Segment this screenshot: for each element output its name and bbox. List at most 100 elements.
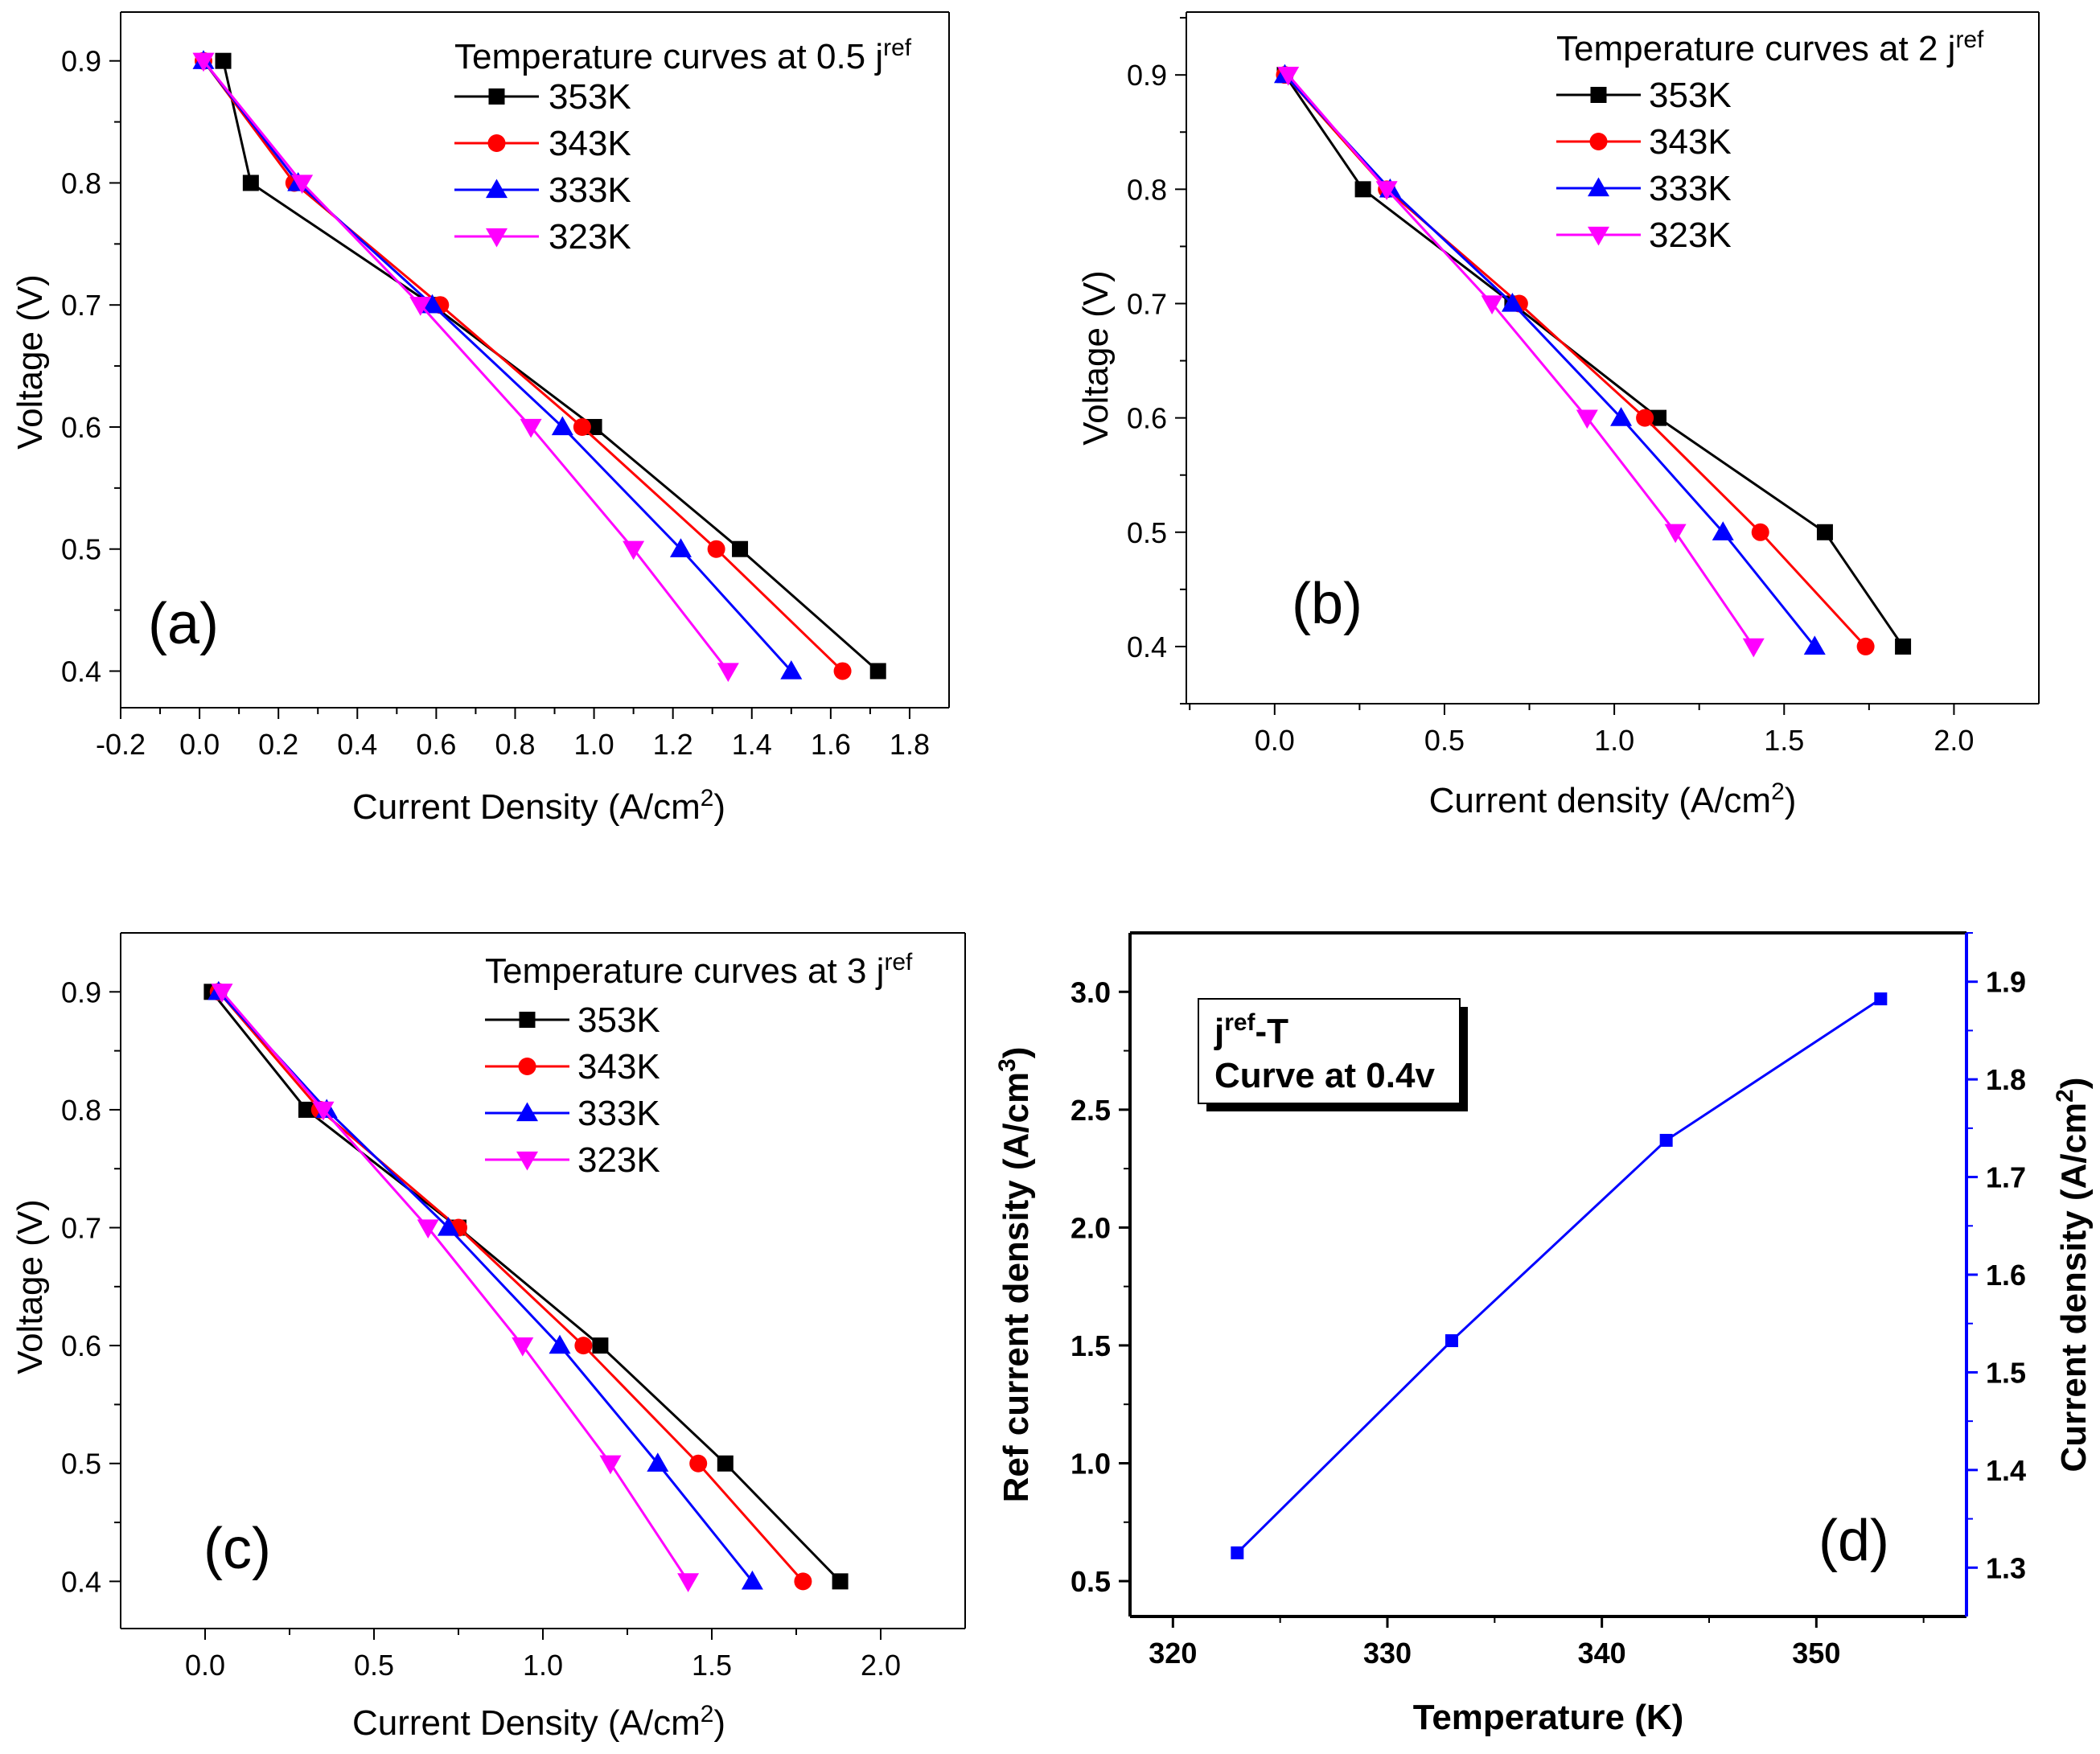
data-point (437, 1217, 459, 1236)
data-point (677, 1573, 700, 1592)
legend-title: Temperature curves at 2 jref (1556, 27, 1984, 69)
y-tick-label: 2.5 (1071, 1094, 1111, 1127)
data-point (1650, 409, 1667, 426)
y-tick-label: 1.5 (1071, 1329, 1111, 1362)
legend-marker (487, 134, 506, 152)
legend-entry-label: 323K (1649, 216, 1732, 255)
legend-title: Temperature curves at 0.5 jref (454, 35, 912, 77)
legend-marker (1588, 177, 1609, 197)
x-tick-label: 0.5 (1424, 724, 1465, 757)
data-point (1856, 637, 1875, 655)
chart-panel-d: 320 330 340 350 0.5 1.0 1.5 2.0 2.5 3.0 1.3 1.4 1.5 1… (994, 931, 2094, 1737)
series-line (217, 991, 804, 1583)
series-323k (1277, 67, 1765, 658)
y2-tick-label: 1.7 (1986, 1161, 2026, 1194)
data-point (1664, 524, 1687, 544)
series-343k (195, 51, 852, 680)
series-333k (1273, 64, 1826, 655)
y-tick-label: 0.5 (1071, 1565, 1111, 1598)
data-point (1354, 181, 1371, 198)
y-tick-label: 0.6 (61, 1329, 101, 1362)
x-tick-label: 2.0 (1934, 724, 1974, 757)
data-point (1816, 524, 1833, 540)
data-point (573, 417, 591, 436)
legend-marker (486, 179, 508, 199)
y2-tick-label: 1.3 (1986, 1551, 2026, 1584)
series-line (220, 991, 689, 1583)
data-point (647, 1452, 669, 1472)
data-point (215, 52, 232, 69)
chart-panel-c: 0.0 0.5 1.0 1.5 2.0 0.4 0.5 0.6 0.7 0.8 0.9 Current… (10, 932, 966, 1743)
legend-entry-label: 353K (549, 77, 631, 117)
legend-marker (1588, 226, 1609, 246)
panel-label: (c) (203, 1517, 271, 1581)
x-tick-label: 320 (1149, 1637, 1197, 1670)
data-point (409, 297, 432, 316)
data-point (291, 175, 314, 194)
data-point (1501, 292, 1523, 312)
series-line (1236, 997, 1882, 1554)
data-point (1277, 67, 1300, 86)
y-tick-label: 0.5 (61, 533, 101, 566)
data-point (298, 1101, 314, 1118)
data-point (832, 1573, 849, 1590)
series-line (217, 991, 754, 1583)
legend-marker (1590, 87, 1607, 103)
y-tick-label: 0.5 (1127, 516, 1167, 549)
y-tick-label: 0.7 (61, 289, 101, 322)
data-point (211, 984, 233, 1003)
legend-entry-label: 323K (577, 1140, 660, 1180)
data-point (707, 540, 725, 558)
legend-entry-label: 333K (1649, 169, 1732, 208)
legend-marker (486, 228, 508, 248)
y-tick-label: 0.7 (61, 1212, 101, 1245)
chart-panel-a: -0.2 0.0 0.2 0.4 0.6 0.8 1.0 1.2 1.4 1.6 1.8 0.4 0.5… (10, 11, 950, 827)
legend: Temperature curves at 2 jref 353K 343K 333K… (1556, 27, 1984, 255)
series-line (202, 60, 844, 672)
data-point (1751, 523, 1769, 541)
data-point (421, 294, 443, 314)
x-tick-label: 0.2 (258, 728, 298, 761)
y2-tick-label: 1.4 (1986, 1454, 2026, 1487)
data-point (717, 1455, 734, 1472)
legend-entry-label: 343K (549, 124, 631, 163)
x-tick-label: 1.2 (653, 728, 693, 761)
data-point (869, 663, 886, 680)
legend-entry-label: 343K (1649, 122, 1732, 162)
legend-marker (1589, 133, 1608, 150)
legend-entry-label: 323K (549, 217, 631, 257)
x-tick-label: 340 (1578, 1637, 1626, 1670)
series-line (1284, 74, 1867, 647)
y-tick-label: 0.9 (1127, 59, 1167, 92)
data-point (1636, 409, 1654, 427)
x-tick-label: 1.5 (1764, 724, 1804, 757)
series-323k (192, 52, 739, 682)
data-point (1481, 295, 1503, 314)
legend-entry-label: 333K (549, 170, 631, 210)
legend-title: Temperature curves at 3 jref (485, 949, 913, 992)
y-tick-label: 0.7 (1127, 287, 1167, 320)
y-tick-label: 0.9 (61, 976, 101, 1008)
legend: Temperature curves at 3 jref 353K 343K 333K… (485, 949, 913, 1180)
y-tick-label: 0.4 (61, 655, 101, 688)
legend-marker (516, 1102, 538, 1122)
y-tick-label: 0.8 (1127, 173, 1167, 206)
legend-entry-label: 333K (577, 1094, 660, 1133)
x-tick-label: 1.0 (1594, 724, 1634, 757)
legend-entry-label: 343K (577, 1047, 660, 1086)
y-axis-label: Voltage (V) (10, 274, 50, 450)
data-point (741, 1570, 763, 1590)
data-point (833, 662, 852, 680)
data-point (1742, 638, 1765, 658)
legend-marker (518, 1058, 536, 1075)
x-tick-label: 0.6 (416, 728, 456, 761)
y-axis-label: Ref current density (A/cm3) (994, 1047, 1037, 1503)
data-point (669, 538, 692, 557)
data-point (780, 659, 803, 680)
x-tick-label: 2.0 (861, 1649, 901, 1682)
data-point (794, 1572, 812, 1591)
y-tick-label: 2.0 (1071, 1211, 1111, 1244)
data-point (192, 52, 215, 72)
series-323k (211, 984, 700, 1592)
